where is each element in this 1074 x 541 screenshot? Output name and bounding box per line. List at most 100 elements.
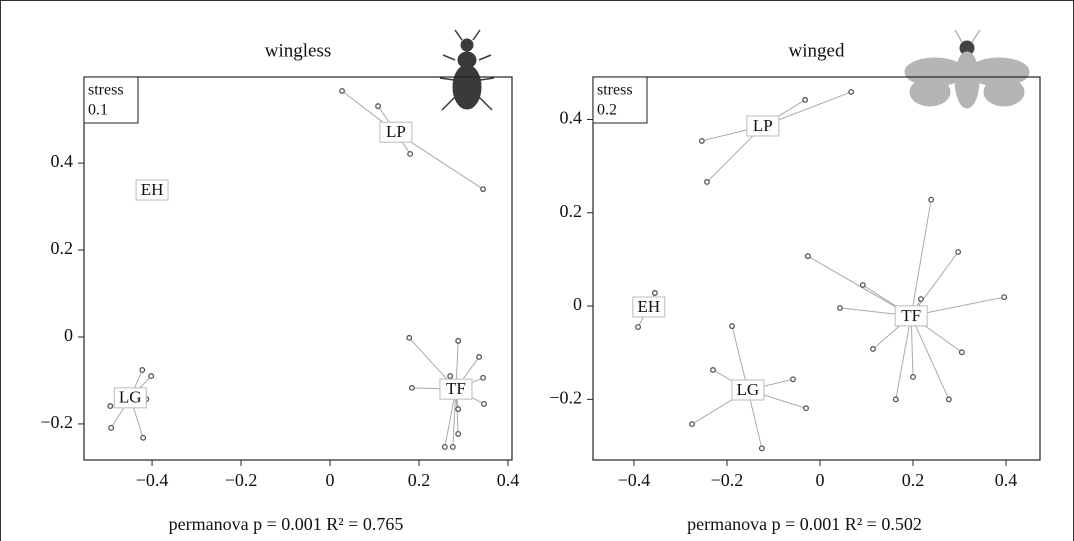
- caption: permanova p = 0.001 R² = 0.765: [169, 514, 404, 534]
- point: [476, 354, 483, 360]
- y-tick-label: 0.4: [560, 108, 583, 128]
- plot-frame: [83, 76, 513, 461]
- group-label-box: [632, 296, 666, 318]
- point: [910, 374, 916, 380]
- spider-line: [910, 315, 950, 400]
- point: [802, 96, 809, 103]
- x-tick-label: 0: [326, 470, 335, 490]
- group-label-box: [135, 179, 169, 201]
- group-label: LP: [386, 122, 406, 141]
- y-tick-label: −0.2: [549, 387, 582, 407]
- panel-title: winged: [789, 40, 845, 61]
- point: [455, 430, 462, 437]
- x-tick-label: −0.2: [225, 470, 258, 490]
- point: [107, 403, 114, 410]
- point: [804, 253, 811, 260]
- spider-line: [807, 255, 912, 317]
- point: [917, 296, 924, 303]
- point: [148, 373, 155, 380]
- point: [704, 179, 710, 185]
- point: [729, 323, 736, 330]
- plot-frame: [592, 76, 1041, 461]
- point: [790, 376, 796, 383]
- y-tick-label: 0: [573, 294, 582, 314]
- point: [480, 374, 487, 381]
- group-label: TF: [901, 306, 921, 325]
- point: [449, 444, 456, 450]
- group-label: LG: [119, 388, 142, 407]
- x-tick-label: 0.4: [995, 470, 1018, 490]
- x-tick-label: 0.2: [902, 470, 925, 490]
- point: [406, 334, 413, 341]
- spider-line: [910, 251, 959, 317]
- point: [375, 103, 382, 110]
- y-tick-label: 0.4: [51, 151, 74, 171]
- group-label: LP: [753, 116, 773, 135]
- group-label-box: [113, 387, 147, 409]
- group-label: TF: [446, 379, 466, 398]
- stress-label: stress: [88, 82, 124, 99]
- point: [848, 88, 855, 95]
- y-tick-label: 0.2: [560, 201, 583, 221]
- group-label-box: [379, 121, 413, 143]
- winged-insect-icon: [904, 29, 1030, 109]
- group-label-box: [439, 378, 473, 400]
- spider-line: [895, 315, 912, 400]
- point: [651, 290, 658, 296]
- point: [108, 424, 115, 431]
- x-tick-label: −0.4: [618, 470, 651, 490]
- y-tick-label: 0.2: [51, 238, 74, 258]
- spider-line: [731, 325, 749, 391]
- beetle-icon: [439, 29, 495, 111]
- group-label: EH: [637, 297, 660, 316]
- point: [870, 346, 876, 352]
- point: [803, 405, 809, 412]
- point: [480, 186, 487, 193]
- point: [339, 87, 345, 94]
- point: [139, 367, 146, 373]
- point: [928, 196, 935, 203]
- point: [945, 396, 952, 403]
- stress-value: 0.1: [88, 102, 108, 119]
- group-label-box: [731, 379, 765, 401]
- group-label-box: [746, 115, 780, 137]
- point: [447, 373, 454, 380]
- point: [407, 150, 414, 157]
- point: [455, 406, 462, 413]
- stress-box: [83, 76, 139, 124]
- x-tick-label: −0.2: [711, 470, 744, 490]
- point: [698, 137, 705, 144]
- x-tick-label: 0.4: [497, 470, 520, 490]
- y-tick-label: −0.2: [40, 412, 73, 432]
- point: [837, 304, 843, 311]
- point: [408, 384, 415, 391]
- x-tick-label: 0.2: [408, 470, 431, 490]
- point: [892, 396, 899, 403]
- group-label: LG: [737, 380, 760, 399]
- caption: permanova p = 0.001 R² = 0.502: [687, 514, 922, 534]
- stress-value: 0.2: [597, 102, 617, 119]
- x-tick-label: 0: [815, 470, 824, 490]
- x-tick-label: −0.4: [136, 470, 169, 490]
- spider-line: [910, 199, 932, 316]
- group-label: EH: [141, 180, 164, 199]
- point: [140, 434, 147, 441]
- point: [758, 445, 765, 452]
- point: [455, 337, 462, 344]
- panel: wingless −0.4 −0.2 0 0.2 0.4 −0.2 0 0.2 0.4 stress…: [40, 40, 519, 534]
- point: [441, 444, 448, 450]
- point: [635, 324, 642, 330]
- point: [481, 400, 487, 407]
- point: [689, 421, 696, 428]
- point: [958, 349, 965, 356]
- stress-label: stress: [597, 82, 633, 99]
- point: [1001, 294, 1008, 301]
- group-label-box: [894, 305, 928, 327]
- panel-title: wingless: [265, 40, 332, 61]
- point: [955, 248, 962, 255]
- point: [710, 367, 716, 373]
- point: [859, 282, 866, 289]
- y-tick-label: 0: [64, 325, 73, 345]
- stress-box: [592, 76, 648, 124]
